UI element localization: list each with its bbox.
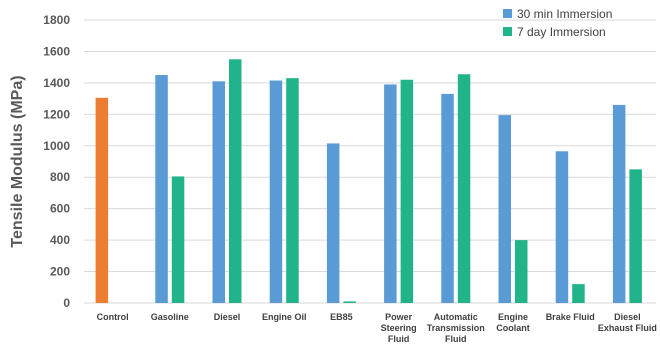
y-tick-label: 200: [50, 265, 70, 279]
bar-series-30min: [269, 80, 283, 304]
bar-series-7day: [171, 176, 185, 303]
x-axis-categories: Control Gasoline Diesel Engine Oil EB85 Power…: [97, 312, 657, 344]
y-tick-label: 600: [50, 202, 70, 216]
y-tick-label: 800: [50, 170, 70, 184]
x-tick-label-line: Coolant: [496, 323, 530, 333]
x-tick-label: Control: [97, 312, 129, 322]
x-tick-label-line: Power: [385, 312, 413, 322]
y-tick-label: 1000: [43, 139, 70, 153]
x-tick-label-line: Diesel: [614, 312, 641, 322]
bar-series-7day: [629, 169, 642, 303]
x-tick-label: Automatic Transmission Fluid: [427, 312, 485, 344]
x-tick-label: Engine Coolant: [496, 312, 530, 333]
legend-swatch: [503, 9, 512, 18]
y-tick-label: 1200: [43, 107, 70, 121]
bar-series-7day: [457, 74, 471, 303]
x-tick-label-line: Gasoline: [151, 312, 189, 322]
bar-series-30min: [441, 93, 454, 304]
y-tick-label: 1600: [43, 44, 70, 58]
x-tick-label: Diesel: [214, 312, 241, 322]
bar-series-30min: [612, 104, 626, 304]
x-tick-label: Engine Oil: [262, 312, 307, 322]
x-tick-label-line: Control: [97, 312, 129, 322]
y-tick-label: 0: [63, 296, 70, 310]
bar-series-30min: [326, 143, 340, 303]
y-tick-label: 1400: [43, 76, 70, 90]
x-tick-label-line: Engine Oil: [262, 312, 307, 322]
bars: [95, 59, 642, 304]
x-tick-label-line: Engine: [498, 312, 528, 322]
x-tick-label-line: Fluid: [445, 334, 467, 344]
legend-label: 30 min Immersion: [517, 7, 612, 21]
bar-control: [95, 97, 109, 303]
x-tick-label: Diesel Exhaust Fluid: [598, 312, 657, 333]
x-tick-label-line: Brake Fluid: [546, 312, 595, 322]
legend: 30 min Immersion 7 day Immersion: [503, 7, 612, 39]
bar-series-7day: [343, 301, 356, 303]
x-tick-label: Gasoline: [151, 312, 189, 322]
x-tick-label-line: Fluid: [388, 334, 410, 344]
legend-label: 7 day Immersion: [517, 25, 606, 39]
bar-series-30min: [498, 115, 511, 303]
y-axis-label: Tensile Modulus (MPa): [9, 75, 26, 247]
gridlines: [84, 19, 656, 304]
bar-series-30min: [155, 75, 168, 304]
bar-series-30min: [555, 151, 569, 303]
x-tick-label-line: Automatic: [434, 312, 478, 322]
bar-series-30min: [384, 84, 397, 303]
x-tick-label: Power Steering Fluid: [381, 312, 417, 344]
bar-series-7day: [572, 284, 585, 303]
bar-series-7day: [286, 78, 299, 303]
x-tick-label-line: Transmission: [427, 323, 485, 333]
bar-series-7day: [400, 79, 414, 303]
x-tick-label-line: Exhaust Fluid: [598, 323, 657, 333]
x-tick-label-line: Steering: [381, 323, 417, 333]
bar-series-30min: [212, 81, 225, 303]
y-tick-label: 400: [50, 233, 70, 247]
x-tick-label-line: Diesel: [214, 312, 241, 322]
bar-series-7day: [515, 240, 528, 303]
legend-swatch: [503, 27, 512, 36]
y-tick-label: 1800: [43, 13, 70, 27]
x-tick-label: EB85: [330, 312, 353, 322]
y-axis-ticks: 0 200 400 600 800 1000 1200 1400 1600 1800: [43, 13, 70, 310]
bar-series-7day: [229, 59, 242, 303]
x-tick-label-line: EB85: [330, 312, 353, 322]
x-tick-label: Brake Fluid: [546, 312, 595, 322]
